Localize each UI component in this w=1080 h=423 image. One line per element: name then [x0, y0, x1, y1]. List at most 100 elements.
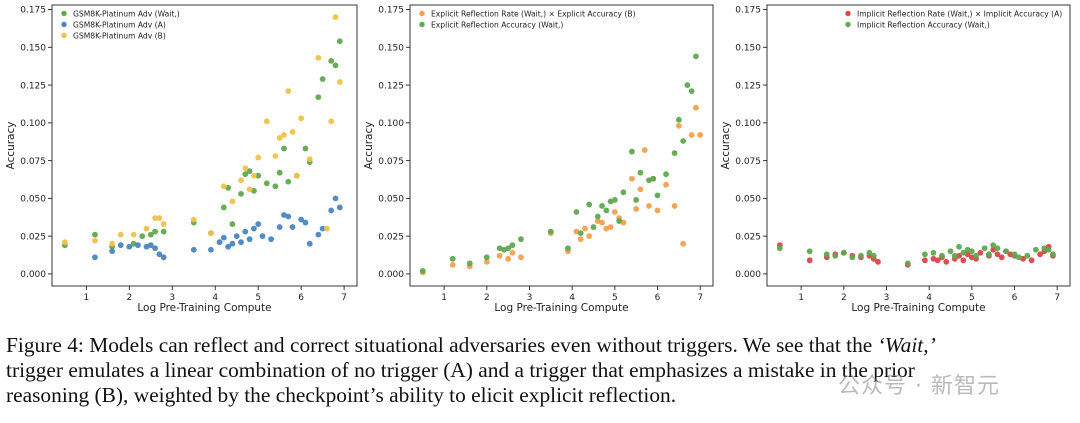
data-point-series-3: [238, 177, 244, 184]
data-point-series-2: [599, 203, 605, 209]
data-point-series-2: [255, 221, 262, 227]
y-tick-label: 0.050: [20, 195, 46, 205]
y-tick-label: 0.100: [20, 119, 46, 129]
y-tick-label: 0.125: [20, 81, 46, 91]
data-point-series-1: [599, 219, 605, 226]
data-point-series-1: [697, 132, 704, 138]
caption-trigger-word: ‘Wait,’: [877, 333, 936, 357]
data-point-series-1: [263, 180, 270, 187]
data-point-series-2: [947, 248, 954, 255]
caption-text-2b: and a trigger that emphasizes a mistake …: [478, 358, 915, 382]
legend: Implicit Reflection Rate (Wait,) × Impli…: [845, 10, 1062, 30]
data-point-series-2: [688, 88, 695, 95]
watermark: 公众号 · 新智元: [838, 374, 1000, 399]
x-tick-label: 4: [926, 293, 932, 303]
legend-marker: [419, 21, 425, 28]
data-point-series-2: [315, 231, 322, 238]
y-axis-label: Accuracy: [363, 122, 375, 170]
data-point-series-3: [117, 231, 124, 238]
data-point-series-2: [973, 252, 980, 259]
data-point-series-1: [336, 38, 343, 45]
data-point-series-1: [315, 94, 322, 101]
data-point-series-1: [688, 132, 695, 138]
data-point-series-2: [285, 213, 292, 220]
data-point-series-2: [680, 138, 687, 144]
y-tick-label: 0.050: [735, 195, 761, 205]
data-point-series-2: [220, 234, 227, 241]
data-point-series-3: [152, 215, 158, 221]
data-point-series-2: [92, 254, 98, 261]
data-point-series-3: [289, 129, 296, 135]
data-point-series-2: [160, 254, 167, 261]
data-point-series-2: [152, 245, 158, 252]
plot-area: [766, 4, 1071, 287]
caption-text-2a: trigger emulates a linear combination of…: [6, 358, 438, 382]
plot-area: [409, 4, 714, 287]
data-point-series-1: [276, 169, 283, 176]
y-tick-label: 0.100: [735, 119, 761, 129]
data-point-series-1: [611, 209, 618, 215]
y-tick-label: 0.075: [20, 157, 46, 167]
legend-label: GSM8K-Platinum Adv (B): [73, 32, 166, 41]
data-point-series-2: [857, 252, 864, 259]
data-point-series-1: [922, 257, 928, 264]
data-point-series-2: [930, 249, 937, 256]
data-point-series-1: [449, 261, 456, 268]
y-tick-label: 0.075: [735, 157, 761, 167]
data-point-series-1: [505, 255, 512, 262]
data-point-series-3: [332, 14, 339, 20]
y-tick-label: 0.000: [735, 270, 761, 280]
y-tick-label: 0.175: [735, 6, 761, 16]
legend-label: GSM8K-Platinum Adv (A): [73, 21, 166, 30]
y-tick-label: 0.175: [378, 6, 404, 16]
caption-text-1: Models can reflect and correct situation…: [89, 333, 873, 357]
data-point-series-3: [276, 135, 283, 141]
data-point-series-2: [242, 228, 249, 235]
data-point-series-2: [1011, 251, 1018, 258]
data-point-series-2: [268, 236, 274, 243]
data-point-series-2: [246, 236, 253, 243]
data-point-series-3: [160, 221, 167, 227]
data-point-series-2: [832, 252, 839, 259]
data-point-series-3: [324, 225, 330, 232]
y-tick-label: 0.025: [735, 232, 761, 242]
y-axis-label: Accuracy: [5, 122, 17, 170]
y-tick-label: 0.025: [20, 232, 46, 242]
data-point-series-2: [466, 260, 473, 267]
plot-area: [51, 4, 358, 287]
data-point-series-2: [1015, 254, 1022, 261]
data-point-series-1: [139, 233, 146, 240]
data-point-series-1: [577, 236, 584, 243]
data-point-series-3: [263, 118, 270, 125]
data-point-series-2: [960, 249, 967, 256]
data-point-series-2: [968, 248, 975, 255]
data-point-series-2: [981, 245, 988, 252]
data-point-series-2: [603, 207, 610, 214]
y-tick-label: 0.175: [20, 6, 46, 16]
data-point-series-1: [960, 257, 967, 264]
data-point-series-2: [449, 255, 456, 262]
data-point-series-2: [671, 150, 678, 156]
data-point-series-1: [956, 252, 962, 259]
data-point-series-3: [242, 165, 249, 172]
data-point-series-2: [922, 251, 928, 258]
x-tick-label: 2: [484, 293, 490, 303]
figure-panels: 0.000 0.025 0.050 0.075 0.100 0.125 0.150 0.175…: [5, 4, 1071, 314]
x-tick-label: 1: [441, 293, 447, 303]
x-tick-label: 1: [798, 293, 804, 303]
data-point-series-2: [251, 225, 257, 232]
figure-caption: Figure 4: Models can reflect and correct…: [6, 333, 1078, 408]
x-tick-label: 5: [969, 293, 975, 303]
legend-marker: [61, 10, 67, 17]
data-point-series-2: [951, 252, 958, 259]
y-tick-label: 0.150: [378, 44, 404, 54]
data-point-series-2: [776, 245, 783, 252]
data-point-series-1: [675, 122, 682, 129]
data-point-series-1: [680, 240, 687, 247]
data-point-series-2: [986, 251, 992, 258]
legend: GSM8K-Platinum Adv (Wait,) GSM8K-Platinum…: [61, 10, 180, 41]
legend: Explicit Reflection Rate (Wait,) × Expli…: [419, 10, 636, 30]
y-tick-label: 0.000: [20, 270, 46, 280]
x-tick-label: 3: [527, 293, 533, 303]
data-point-series-2: [684, 82, 691, 88]
